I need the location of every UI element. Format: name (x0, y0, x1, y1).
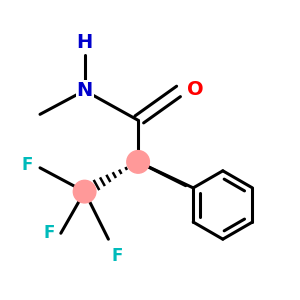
Text: N: N (76, 81, 93, 100)
Text: F: F (21, 156, 33, 174)
Text: O: O (187, 80, 204, 99)
Text: F: F (111, 247, 123, 265)
Text: F: F (44, 224, 55, 242)
Circle shape (127, 151, 149, 173)
Text: H: H (76, 33, 93, 52)
Circle shape (73, 180, 96, 203)
